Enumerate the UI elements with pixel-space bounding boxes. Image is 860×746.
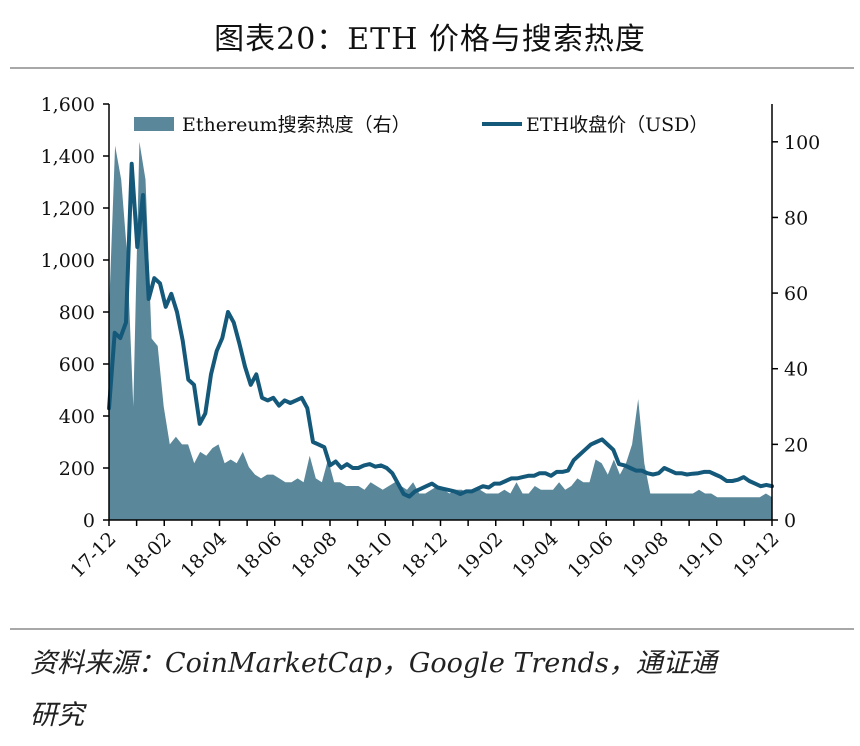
legend-label-search-trend: Ethereum搜索热度（右） [182,114,411,136]
x-tick-label: 18-06 [232,528,286,582]
search-trend-area [109,141,772,521]
y-right-tick-label: 0 [784,510,796,532]
chart-title: 图表20：ETH 价格与搜索热度 [214,22,646,57]
y-left-tick-label: 200 [59,458,95,480]
x-tick-label: 19-06 [563,528,617,582]
source-line-2: 研究 [30,700,84,731]
x-tick-label: 19-10 [674,528,728,582]
source-line-1: 资料来源：CoinMarketCap，Google Trends，通证通 [30,648,717,679]
x-tick-label: 19-04 [508,528,562,582]
y-left-tick-label: 1,000 [41,250,95,272]
x-tick-label: 19-08 [619,528,673,582]
x-tick-label: 18-12 [398,528,452,582]
x-tick-label: 18-02 [121,528,175,582]
legend: Ethereum搜索热度（右） ETH收盘价（USD） [134,114,708,136]
legend-label-price-line: ETH收盘价（USD） [526,114,708,136]
y-left-tick-label: 1,600 [41,94,95,116]
eth-price-line [107,161,774,499]
y-left-tick-label: 1,200 [41,198,95,220]
y-left-tick-label: 1,400 [41,146,95,168]
y-right-tick-label: 20 [784,434,808,456]
y-right-tick-label: 60 [784,283,808,305]
y-right-tick-label: 80 [784,207,808,229]
x-tick-label: 19-02 [453,528,507,582]
top-divider [10,67,854,69]
x-tick-label: 18-08 [287,528,341,582]
bottom-divider [10,628,854,630]
y-left-tick-label: 0 [83,510,95,532]
search-trend-area-layer [109,141,772,521]
y-right-tick-label: 100 [784,132,820,154]
y-left-tick-label: 800 [59,302,95,324]
x-tick-label: 18-04 [177,528,231,582]
legend-swatch-search-trend [134,117,174,131]
price-line-layer [107,161,774,499]
y-right-tick-label: 40 [784,359,808,381]
eth-price-search-chart: 0 200 400 600 800 1,000 1,200 1,400 1,600 0 20 40 60… [41,94,821,582]
x-tick-label: 18-10 [342,528,396,582]
y-left-tick-label: 600 [59,354,95,376]
source-note: 资料来源：CoinMarketCap，Google Trends，通证通 研究 [30,638,830,742]
x-tick-label: 19-12 [729,528,783,582]
x-tick-label: 17-12 [66,528,120,582]
y-left-tick-label: 400 [59,406,95,428]
